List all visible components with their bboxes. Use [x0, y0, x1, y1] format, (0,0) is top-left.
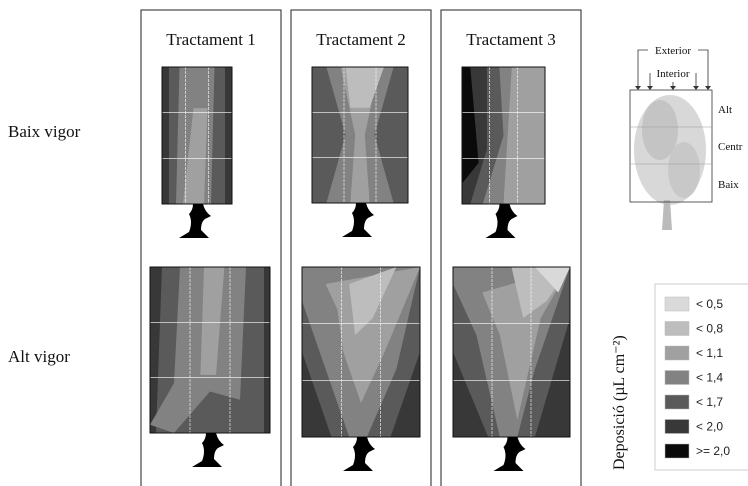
legend-swatch [665, 322, 689, 336]
legend-swatch [665, 444, 689, 458]
column-title: Tractament 1 [166, 30, 256, 49]
inset: Exterior Interior Alt Centr Baix [630, 45, 743, 230]
arrow-heads [635, 86, 711, 90]
figure: Tractament 1 Tractament 2 Tractament 3 B… [0, 0, 748, 486]
column-title: Tractament 2 [316, 30, 406, 49]
trunk [343, 437, 375, 471]
column-title: Tractament 3 [466, 30, 556, 49]
legend-label: < 1,7 [696, 395, 723, 409]
legend-label: >= 2,0 [696, 444, 730, 458]
trunk [342, 203, 374, 237]
level-label: Baix [718, 179, 739, 191]
maps [150, 67, 570, 471]
legend-label: < 0,8 [696, 322, 723, 336]
row-label: Baix vigor [8, 122, 81, 141]
inset-label: Interior [657, 68, 690, 80]
legend-swatch [665, 420, 689, 434]
trunk [179, 204, 211, 238]
legend-label: < 1,4 [696, 371, 723, 385]
legend-title: Deposició (µL cm⁻²) [611, 335, 628, 470]
legend-swatch [665, 395, 689, 409]
trunk [192, 433, 224, 467]
trunk [494, 437, 526, 471]
legend-swatch [665, 297, 689, 311]
legend-swatch [665, 346, 689, 360]
row-label: Alt vigor [8, 347, 70, 366]
legend-swatch [665, 371, 689, 385]
trunk [486, 204, 518, 238]
level-label: Alt [718, 104, 732, 116]
level-label: Centr [718, 141, 743, 153]
page: {"column_titles": ["Tractament 1", "Trac… [0, 0, 748, 486]
legend-label: < 2,0 [696, 420, 723, 434]
tree-canopy [668, 142, 700, 198]
inset-label: Exterior [655, 45, 691, 57]
legend-label: < 0,5 [696, 297, 723, 311]
legend-label: < 1,1 [696, 346, 723, 360]
